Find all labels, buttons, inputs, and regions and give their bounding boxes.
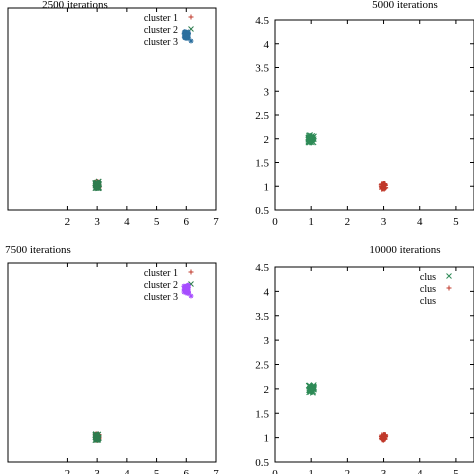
y-tick-label: 3.5 [255,311,269,323]
x-tick-label: 4 [124,468,130,474]
data-point [379,186,385,192]
data-point [184,288,190,294]
data-point [306,139,313,146]
data-point [184,283,190,289]
data-point [181,289,187,295]
panel-title: 7500 iterations [5,244,71,256]
series-1 [305,132,317,146]
legend-label: clus [420,296,436,307]
panel-title: 10000 iterations [369,244,440,256]
legend-label: cluster 3 [144,37,178,48]
x-tick-label: 3 [381,468,387,474]
y-tick-label: 4 [264,286,270,298]
legend-label: cluster 1 [144,268,178,279]
legend-label: clus [420,272,436,283]
x-tick-label: 0 [272,216,278,228]
x-tick-label: 6 [184,216,190,228]
x-tick-label: 4 [417,468,423,474]
legend-marker [188,293,194,299]
legend-label: clus [420,284,436,295]
series-2 [378,432,389,443]
x-tick-label: 0 [272,468,278,474]
legend-marker [446,285,452,291]
plot-frame [7,7,217,211]
data-point [182,29,188,35]
panel-title: 5000 iterations [372,0,438,11]
y-tick-label: 1 [264,181,270,193]
y-tick-label: 2 [264,134,270,146]
plot-frame [7,262,217,463]
y-tick-label: 1.5 [255,408,269,420]
x-tick-label: 5 [154,216,160,228]
series-3 [181,282,191,296]
x-tick-label: 4 [417,216,423,228]
x-tick-label: 2 [345,468,351,474]
x-tick-label: 7 [213,468,219,474]
x-tick-label: 3 [94,468,100,474]
data-point [308,135,315,142]
x-tick-label: 5 [453,468,459,474]
data-point [95,435,102,442]
legend-marker [446,273,452,279]
x-tick-label: 5 [453,216,459,228]
y-tick-label: 1.5 [255,158,269,170]
x-tick-label: 6 [184,468,190,474]
legend-label: cluster 3 [144,292,178,303]
data-point [184,290,190,296]
x-tick-label: 3 [94,216,100,228]
data-point [185,29,191,35]
y-tick-label: 2 [264,384,270,396]
series-2 [92,178,103,192]
plot-frame [274,266,474,463]
x-tick-label: 5 [154,468,160,474]
y-tick-label: 2.5 [255,360,269,372]
y-tick-label: 3 [264,86,270,98]
data-point [381,436,387,442]
y-tick-label: 3 [264,335,270,347]
series-2 [92,431,102,443]
legend-marker [188,269,194,275]
x-tick-label: 4 [124,216,130,228]
legend-label: cluster 2 [144,280,178,291]
series-3 [181,29,191,41]
data-point [381,182,387,188]
legend-label: cluster 2 [144,25,178,36]
data-point [308,386,315,393]
x-tick-label: 2 [345,216,351,228]
data-point [181,31,187,37]
data-point [93,185,100,191]
x-tick-label: 2 [65,468,71,474]
x-tick-label: 3 [381,216,387,228]
y-tick-label: 4 [264,39,270,51]
x-tick-label: 7 [213,216,219,228]
legend-marker [188,14,194,20]
y-tick-label: 0.5 [255,457,269,469]
data-point [311,384,317,391]
series-2 [378,180,389,192]
y-tick-label: 0.5 [255,205,269,217]
y-tick-label: 3.5 [255,63,269,75]
legend-marker [188,38,194,44]
x-tick-label: 1 [308,216,314,228]
series-1 [305,382,317,396]
plot-frame [274,19,474,211]
y-tick-label: 4.5 [255,262,269,274]
y-tick-label: 2.5 [255,110,269,122]
panel-10000-iterations: 10000 iterations 0 1 2 3 4 5 0.5 1 1.5 2 2.5 3 3.5 4 4.… [255,244,474,474]
data-point [182,283,188,290]
y-tick-label: 4.5 [255,15,269,27]
panel-5000-iterations: 5000 iterations 0 1 2 3 4 5 0.5 1 1.5 2 2.5 3 3.5 4 4.5 [255,0,474,228]
data-point [183,35,189,41]
x-tick-label: 2 [65,216,71,228]
x-tick-label: 1 [308,468,314,474]
panel-title: 2500 iterations [42,0,108,11]
legend-label: cluster 1 [144,13,178,24]
data-point [379,432,385,438]
data-point [92,180,99,187]
y-tick-label: 1 [264,433,270,445]
